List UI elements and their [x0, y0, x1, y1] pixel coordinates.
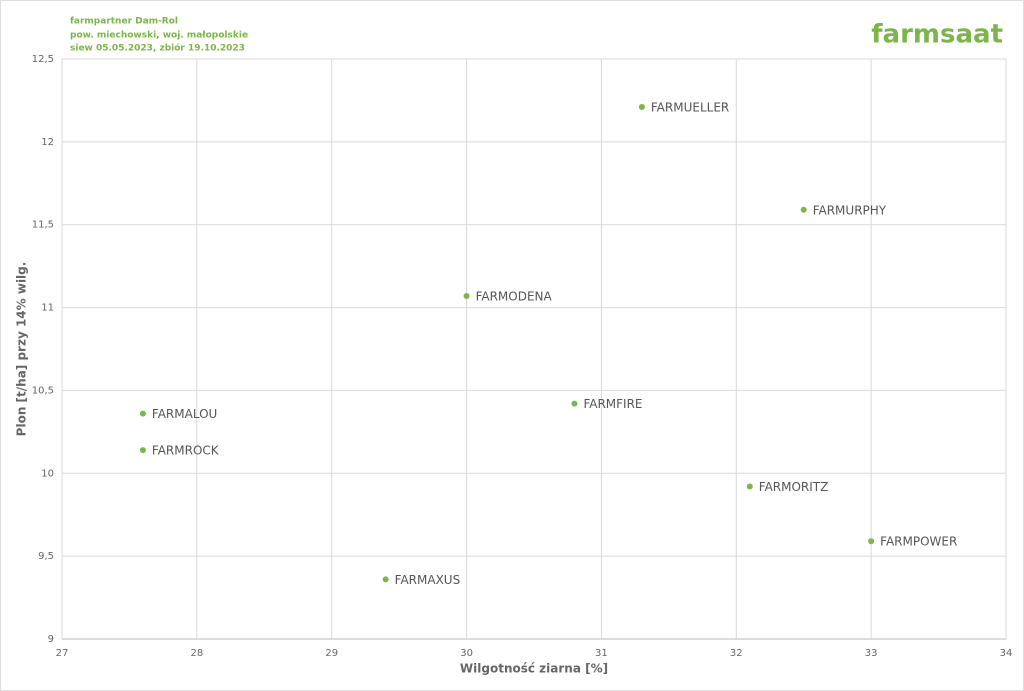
- x-tick-label: 27: [56, 648, 69, 659]
- point: [800, 206, 807, 213]
- y-tick-label: 11: [41, 303, 54, 314]
- x-tick-label: 34: [1000, 648, 1013, 659]
- x-tick-label: 31: [595, 648, 608, 659]
- logo: farmsaat: [871, 20, 1003, 50]
- point-label: FARMPOWER: [880, 535, 957, 549]
- y-tick-label: 9,5: [38, 551, 54, 562]
- y-tick-label: 12,5: [32, 54, 54, 65]
- point-label: FARMODENA: [476, 289, 553, 303]
- point-label: FARMORITZ: [759, 480, 829, 494]
- point-label: FARMUELLER: [651, 101, 729, 115]
- subtitle: siew 05.05.2023, zbiór 19.10.2023: [70, 43, 245, 54]
- x-tick-label: 29: [325, 648, 338, 659]
- x-tick-label: 30: [460, 648, 473, 659]
- point-label: FARMROCK: [152, 444, 220, 458]
- subtitle: pow. miechowski, woj. małopolskie: [70, 31, 248, 41]
- point-label: FARMURPHY: [813, 203, 887, 217]
- point: [746, 483, 753, 490]
- point: [139, 410, 146, 417]
- point-label: FARMALOU: [152, 407, 217, 421]
- y-tick-label: 10,5: [32, 385, 54, 396]
- point: [638, 104, 645, 111]
- y-tick-label: 11,5: [32, 220, 54, 231]
- y-axis-label: Plon [t/ha] przy 14% wilg.: [15, 262, 29, 437]
- chart-title: farmpartner Dam-Rol: [70, 17, 178, 27]
- point: [868, 538, 875, 545]
- x-tick-label: 28: [190, 648, 203, 659]
- point-label: FARMAXUS: [395, 573, 461, 587]
- y-tick-label: 12: [41, 137, 54, 148]
- y-tick-label: 9: [48, 634, 54, 645]
- x-tick-label: 33: [865, 648, 878, 659]
- point: [382, 576, 389, 583]
- y-tick-label: 10: [41, 468, 54, 479]
- point-label: FARMFIRE: [583, 397, 642, 411]
- point: [571, 400, 578, 407]
- point: [463, 292, 470, 299]
- x-tick-label: 32: [730, 648, 743, 659]
- point: [139, 447, 146, 454]
- x-axis-label: Wilgotność ziarna [%]: [460, 662, 608, 676]
